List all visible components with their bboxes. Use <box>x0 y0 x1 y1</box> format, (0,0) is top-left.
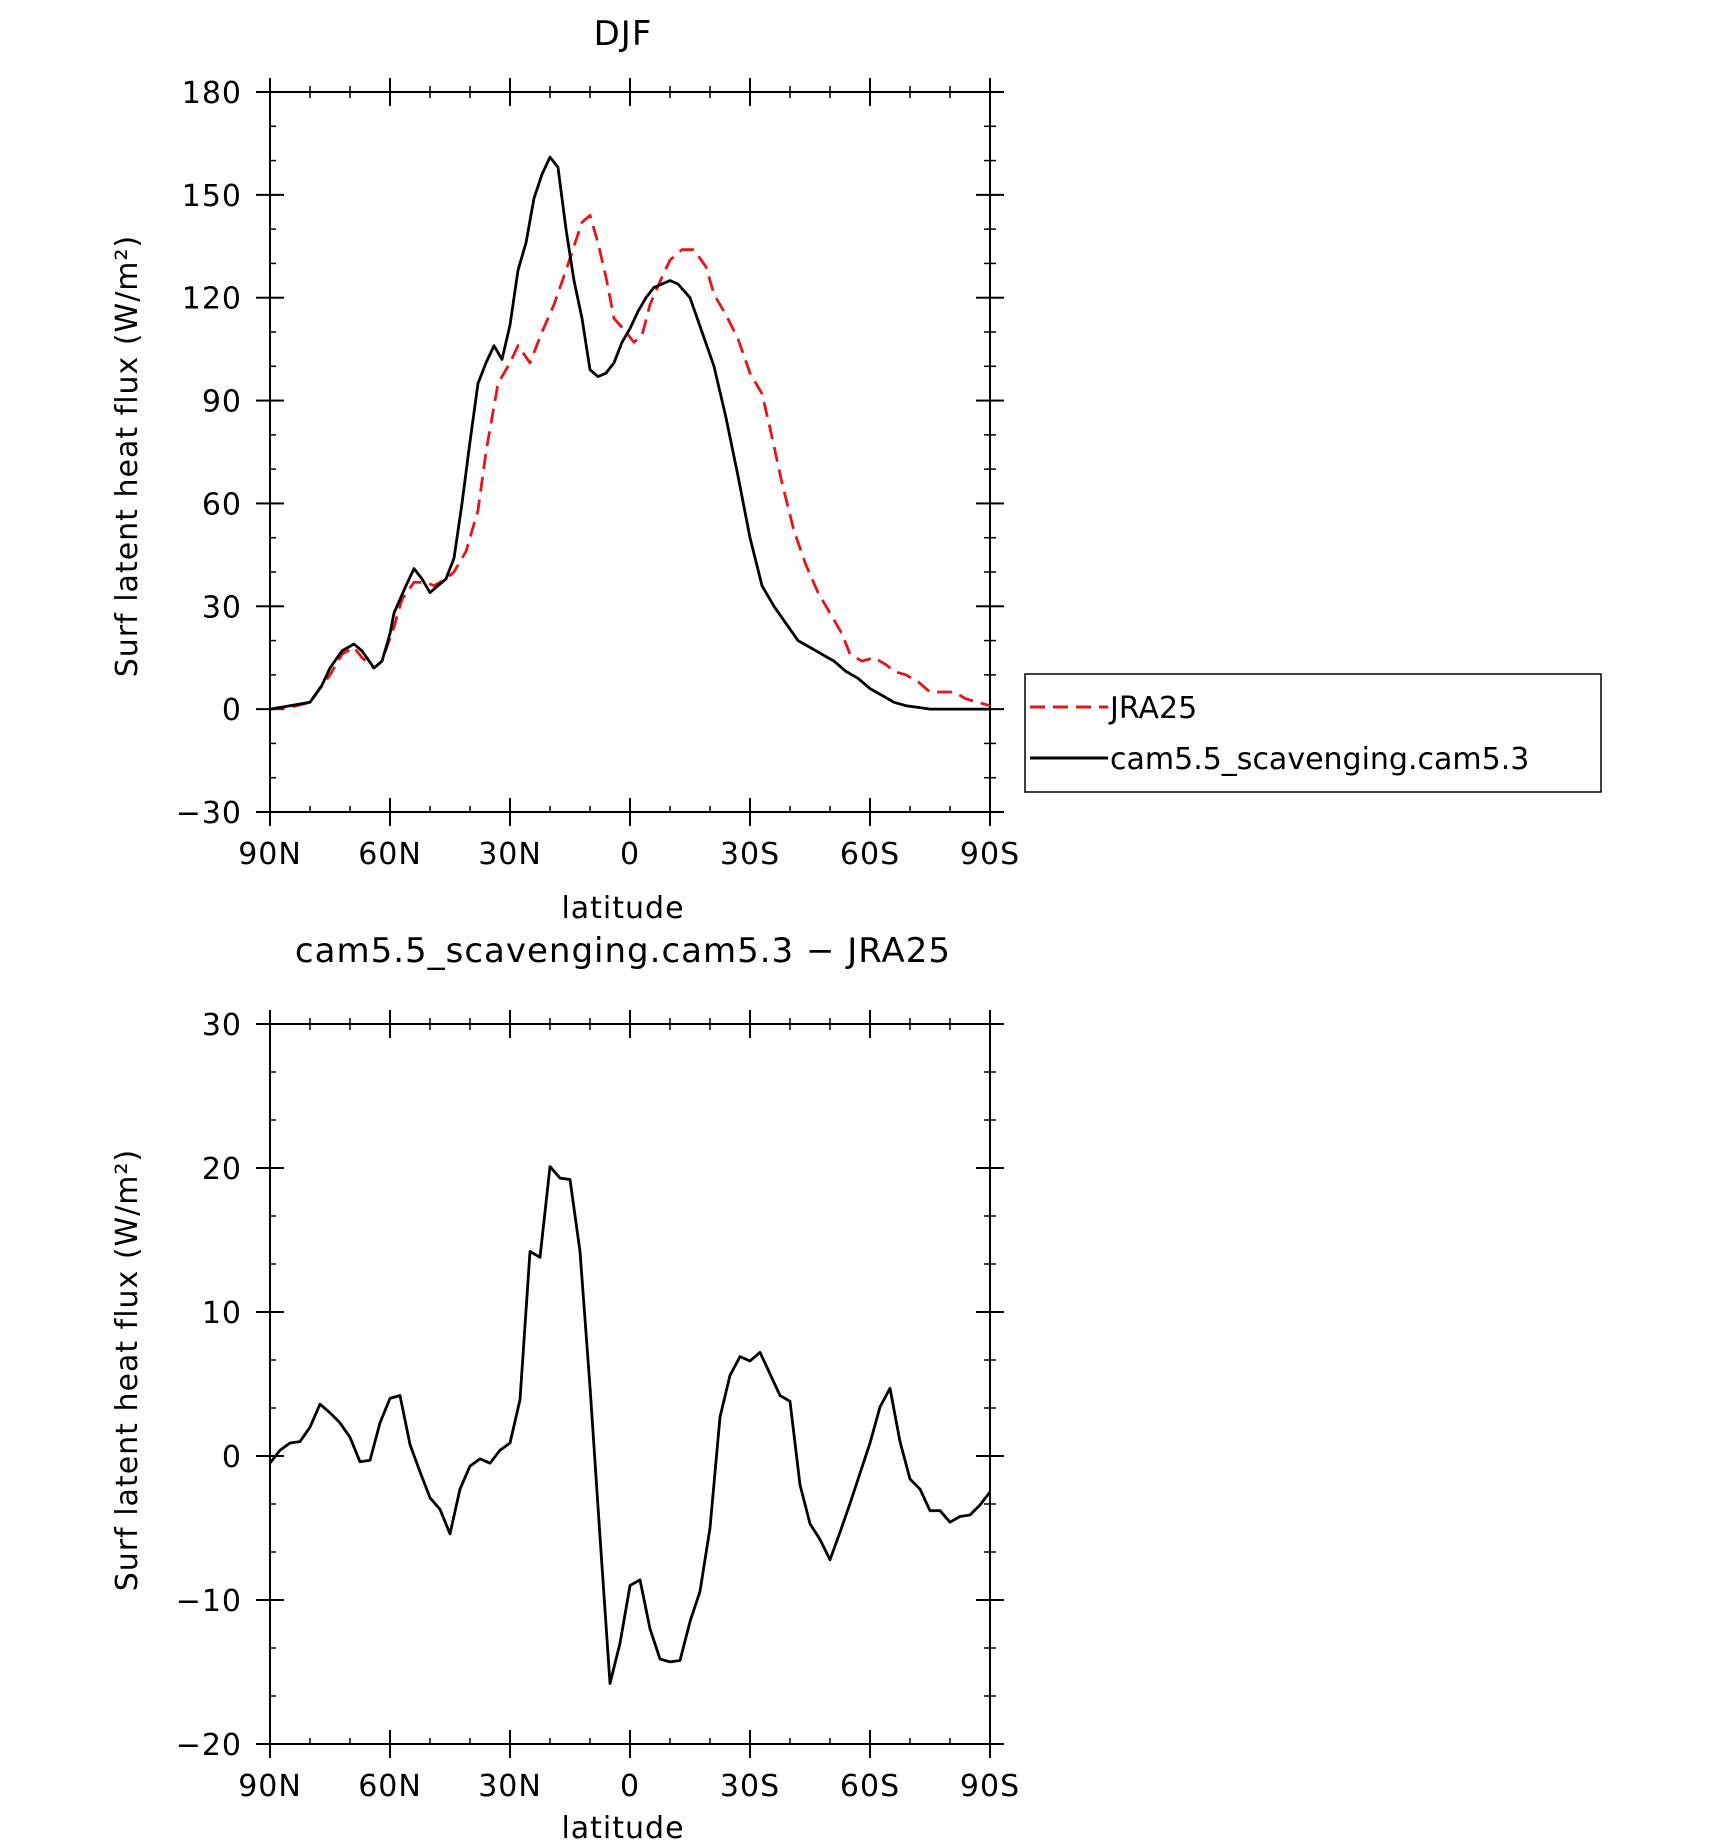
top-plot-area: 90N 60N 30N 0 30S 60S 90S −30 0 30 60 90 120 150 180 <box>176 76 1020 872</box>
top-x-tick-label: 90S <box>960 837 1020 872</box>
top-x-axis-label: latitude <box>561 891 684 926</box>
bottom-x-tick-label: 90N <box>238 1769 302 1804</box>
top-series-line-cam5-5-scavenging-cam5-3 <box>269 155 990 711</box>
bottom-x-tick-label: 30N <box>478 1769 542 1804</box>
bottom-x-axis-label: latitude <box>561 1811 684 1844</box>
top-x-tick-label: 30N <box>478 837 542 872</box>
top-y-axis-label: Surf latent heat flux (W/m²) <box>110 235 145 678</box>
bottom-y-tick-label: 30 <box>202 1008 242 1043</box>
top-y-tick-label: 60 <box>202 487 242 522</box>
bottom-plot-frame <box>269 1023 991 1745</box>
top-y-tick-label: 120 <box>182 282 242 317</box>
bottom-y-axis-label: Surf latent heat flux (W/m²) <box>110 1149 145 1592</box>
top-x-tick-label: 90N <box>238 837 302 872</box>
bottom-chart-title: cam5.5_scavenging.cam5.3 − JRA25 <box>295 931 951 971</box>
top-series-line-jra25 <box>269 213 991 711</box>
bottom-plot-area: 90N 60N 30N 0 30S 60S 90S −20 −10 0 10 20 30 <box>176 1008 1020 1804</box>
top-x-tick-label: 0 <box>620 837 640 872</box>
top-y-tick-label: 180 <box>182 76 242 111</box>
bottom-series-line-difference <box>268 1165 992 1685</box>
bottom-panel: cam5.5_scavenging.cam5.3 − JRA25 Surf la… <box>110 931 1020 1844</box>
legend-box <box>1024 673 1602 793</box>
bottom-y-tick-label: 20 <box>202 1152 242 1187</box>
top-y-tick-label: −30 <box>176 796 242 831</box>
bottom-y-tick-label: −10 <box>176 1584 242 1619</box>
legend-label-cam: cam5.5_scavenging.cam5.3 <box>1110 742 1529 777</box>
top-x-tick-label: 60S <box>840 837 900 872</box>
legend-label-jra25: JRA25 <box>1108 691 1197 726</box>
bottom-x-tick-label: 60S <box>840 1769 900 1804</box>
top-y-tick-label: 30 <box>202 590 242 625</box>
bottom-x-tick-label: 0 <box>620 1769 640 1804</box>
top-x-tick-label: 30S <box>720 837 780 872</box>
bottom-y-tick-label: −20 <box>176 1728 242 1763</box>
legend: JRA25 cam5.5_scavenging.cam5.3 <box>1024 673 1602 793</box>
bottom-x-tick-label: 90S <box>960 1769 1020 1804</box>
top-x-tick-label: 60N <box>358 837 422 872</box>
top-plot-frame <box>269 91 991 813</box>
bottom-y-tick-label: 10 <box>202 1296 242 1331</box>
bottom-y-tick-label: 0 <box>222 1440 242 1475</box>
bottom-x-tick-label: 60N <box>358 1769 422 1804</box>
top-y-tick-label: 90 <box>202 385 242 420</box>
top-chart-title: DJF <box>594 14 653 54</box>
top-y-tick-label: 0 <box>222 693 242 728</box>
bottom-x-tick-label: 30S <box>720 1769 780 1804</box>
top-y-tick-label: 150 <box>182 179 242 214</box>
top-panel: DJF Surf latent heat flux (W/m²) latitud… <box>110 14 1020 926</box>
